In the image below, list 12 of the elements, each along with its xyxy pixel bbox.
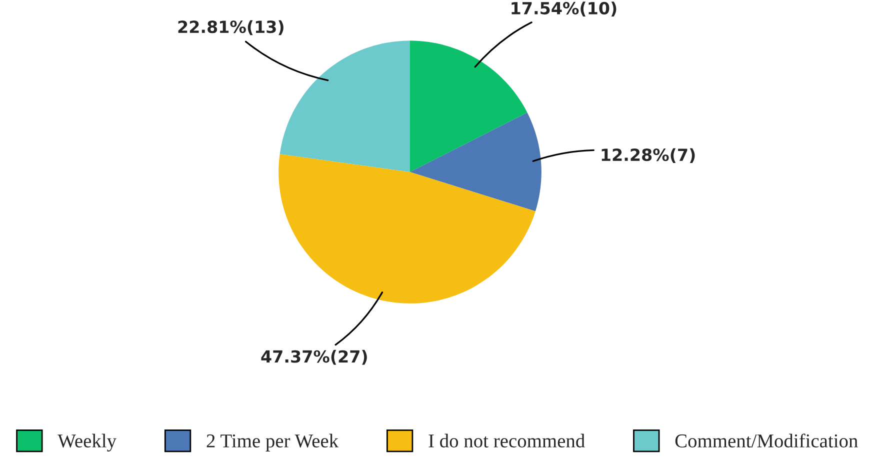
pie-slice: [410, 40, 528, 172]
data-label: 17.54%(10): [512, 2, 616, 16]
pie-slice: [278, 154, 536, 304]
data-label: 22.81%(13): [178, 20, 284, 36]
data-label: 12.28%(7): [602, 148, 695, 164]
pie-slice: [410, 112, 542, 212]
legend-label: I do not recommend: [428, 434, 585, 448]
pie-slice: [280, 40, 410, 172]
data-label: 47.37%(27): [261, 350, 367, 365]
legend-label: Weekly: [58, 434, 116, 452]
legend-label: 2 Time per Week: [206, 434, 339, 452]
legend-label: Comment/Modification: [675, 434, 858, 448]
